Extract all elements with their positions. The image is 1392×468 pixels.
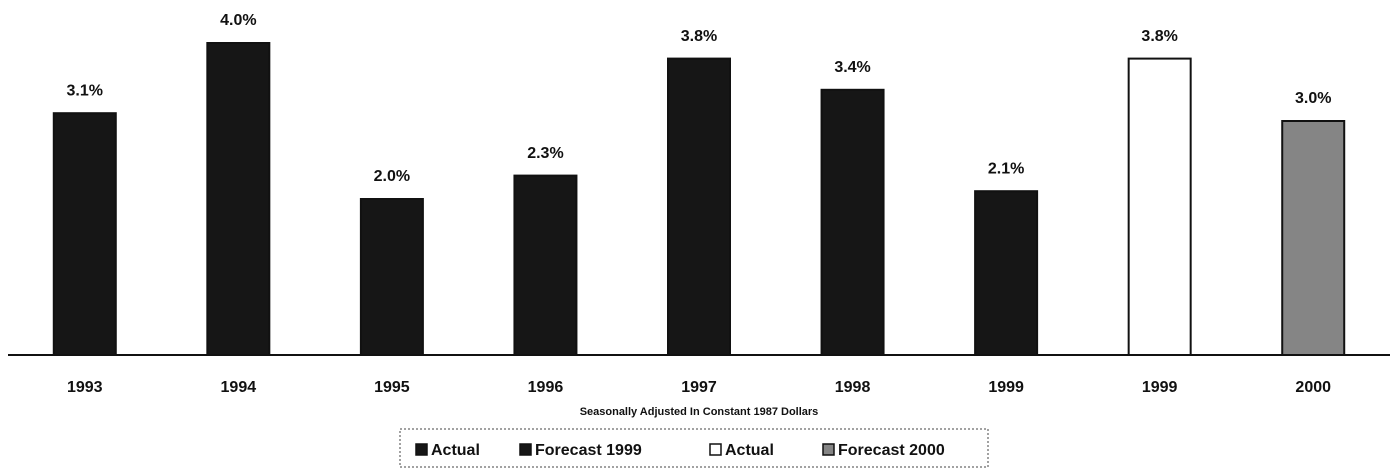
legend-label: Forecast 1999 [535, 442, 642, 459]
legend-label: Actual [431, 442, 480, 459]
legend-box [399, 428, 989, 468]
bar [974, 190, 1039, 356]
legend-swatch [822, 443, 835, 456]
value-label: 3.0% [1295, 90, 1331, 107]
x-axis-label: Seasonally Adjusted In Constant 1987 Dol… [580, 406, 819, 418]
legend-label: Actual [725, 442, 774, 459]
bar [206, 42, 271, 356]
x-tick-label: 1996 [528, 379, 564, 396]
value-label: 2.0% [374, 168, 410, 185]
x-tick-label: 1995 [374, 379, 410, 396]
value-label: 2.3% [527, 145, 563, 162]
value-label: 3.4% [834, 59, 870, 76]
value-label: 2.1% [988, 160, 1024, 177]
value-label: 3.8% [681, 28, 717, 45]
x-tick-label: 1993 [67, 379, 103, 396]
legend-swatch [709, 443, 722, 456]
x-tick-label: 1999 [1142, 379, 1178, 396]
value-label: 3.8% [1141, 28, 1177, 45]
x-tick-label: 1998 [835, 379, 871, 396]
x-tick-label: 2000 [1295, 379, 1331, 396]
legend-label: Forecast 2000 [838, 442, 945, 459]
bar [52, 112, 117, 356]
bar [513, 174, 578, 356]
x-tick-label: 1999 [988, 379, 1024, 396]
bar [359, 198, 424, 356]
value-label: 4.0% [220, 12, 256, 29]
bar [820, 88, 885, 357]
x-tick-label: 1997 [681, 379, 717, 396]
legend-swatch [519, 443, 532, 456]
bar [1127, 57, 1192, 356]
bar [1281, 120, 1346, 356]
x-tick-label: 1994 [221, 379, 257, 396]
value-label: 3.1% [67, 82, 103, 99]
legend-swatch [415, 443, 428, 456]
bar [667, 57, 731, 356]
